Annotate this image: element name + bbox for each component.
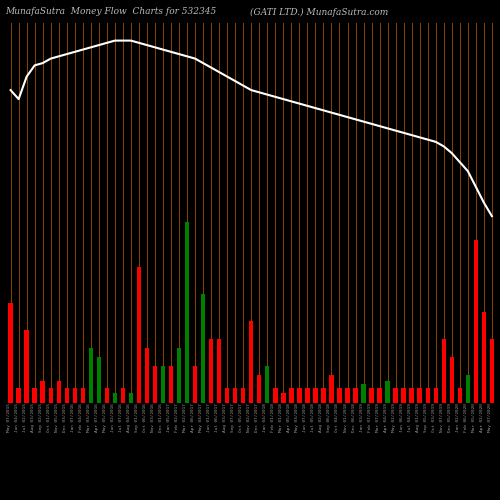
Bar xyxy=(8,303,13,402)
Bar xyxy=(249,321,254,402)
Bar xyxy=(72,388,77,402)
Bar xyxy=(32,388,37,402)
Bar xyxy=(305,388,310,402)
Bar xyxy=(80,388,85,402)
Bar xyxy=(410,388,414,402)
Bar xyxy=(370,388,374,402)
Bar xyxy=(313,388,318,402)
Bar xyxy=(434,388,438,402)
Bar xyxy=(40,381,45,402)
Bar xyxy=(145,348,149,403)
Bar xyxy=(458,388,462,402)
Bar xyxy=(96,358,101,403)
Bar xyxy=(225,388,230,402)
Bar xyxy=(273,388,278,402)
Bar xyxy=(88,348,93,403)
Bar xyxy=(185,222,190,402)
Bar xyxy=(450,358,454,403)
Bar xyxy=(201,294,205,403)
Bar xyxy=(193,366,198,402)
Bar xyxy=(177,348,182,403)
Bar xyxy=(153,366,157,402)
Bar xyxy=(104,388,109,402)
Bar xyxy=(297,388,302,402)
Bar xyxy=(402,388,406,402)
Bar xyxy=(16,388,21,402)
Bar xyxy=(161,366,165,402)
Bar xyxy=(321,388,326,402)
Bar xyxy=(394,388,398,402)
Bar xyxy=(362,384,366,402)
Bar xyxy=(112,394,117,402)
Bar xyxy=(128,394,133,402)
Bar xyxy=(24,330,29,402)
Bar xyxy=(386,381,390,402)
Bar xyxy=(56,381,61,402)
Bar xyxy=(466,376,470,402)
Bar xyxy=(233,388,237,402)
Bar xyxy=(490,339,494,402)
Bar xyxy=(257,376,262,402)
Bar xyxy=(209,339,214,402)
Bar xyxy=(418,388,422,402)
Text: MunafaSutra  Money Flow  Charts for 532345: MunafaSutra Money Flow Charts for 532345 xyxy=(5,8,216,16)
Bar xyxy=(378,388,382,402)
Bar xyxy=(346,388,350,402)
Bar xyxy=(482,312,486,402)
Bar xyxy=(169,366,173,402)
Bar xyxy=(338,388,342,402)
Bar xyxy=(241,388,246,402)
Bar xyxy=(354,388,358,402)
Bar xyxy=(281,394,285,402)
Bar xyxy=(64,388,69,402)
Bar xyxy=(442,339,446,402)
Bar xyxy=(426,388,430,402)
Bar xyxy=(474,240,478,402)
Bar xyxy=(330,376,334,402)
Bar xyxy=(289,388,294,402)
Bar xyxy=(136,267,141,402)
Bar xyxy=(120,388,125,402)
Bar xyxy=(265,366,270,402)
Bar xyxy=(48,388,53,402)
Text: (GATI LTD.) MunafaSutra.com: (GATI LTD.) MunafaSutra.com xyxy=(250,8,388,16)
Bar xyxy=(217,339,222,402)
